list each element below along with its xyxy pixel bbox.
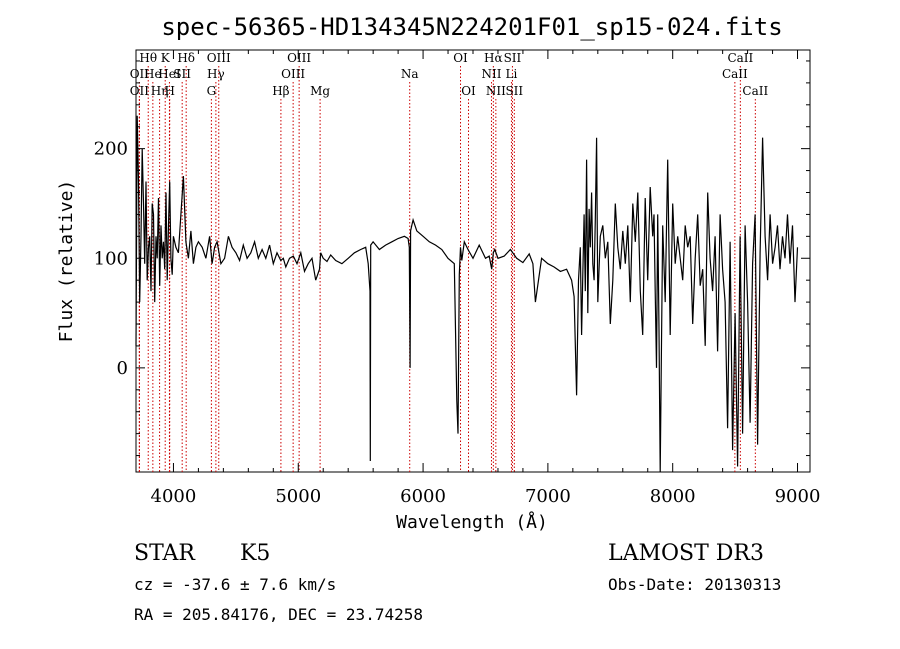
- x-axis-label: Wavelength (Å): [396, 511, 548, 533]
- x-axis-ticks: 4000 5000 6000 7000 8000 9000: [151, 50, 821, 507]
- spectral-line-label: Hδ: [177, 51, 195, 65]
- spectral-line-label: K: [161, 51, 171, 65]
- y-tick-label: 100: [94, 248, 128, 269]
- x-tick-label: 6000: [400, 486, 446, 507]
- spectral-line-label: SII: [173, 67, 191, 81]
- x-tick-label: 5000: [275, 486, 321, 507]
- observation-date: Obs-Date: 20130313: [608, 575, 781, 594]
- spectral-line-label: G: [207, 84, 217, 98]
- spectral-line-label: HeI: [158, 67, 181, 81]
- spectral-line-label: NII: [481, 67, 501, 81]
- spectral-line-label: OII: [130, 84, 150, 98]
- spectral-line-label: OIII: [281, 67, 305, 81]
- spectral-line-label: SII: [504, 51, 522, 65]
- plot-frame: [135, 49, 811, 473]
- spectral-line-label: Hγ: [207, 67, 225, 81]
- spectral-line-label: CaII: [727, 51, 753, 65]
- spectral-line-label: CaII: [742, 84, 768, 98]
- spectral-line-label: NII: [486, 84, 506, 98]
- spectral-line-label: Hη: [151, 84, 169, 98]
- object-class: STAR: [134, 541, 196, 566]
- coordinates-info: RA = 205.84176, DEC = 23.74258: [134, 605, 423, 624]
- object-subclass: K5: [240, 541, 270, 566]
- spectral-line-label: Hα: [484, 51, 503, 65]
- x-tick-label: 8000: [650, 486, 696, 507]
- spectral-line-label: H: [164, 84, 174, 98]
- spectral-line-markers: [138, 66, 756, 472]
- spectral-line-label: OI: [453, 51, 468, 65]
- spectral-line-label: OIII: [287, 51, 311, 65]
- spectral-line-label: OIII: [207, 51, 231, 65]
- spectral-line-label: Hθ: [139, 51, 157, 65]
- x-tick-label: 7000: [525, 486, 571, 507]
- y-tick-label: 200: [94, 139, 128, 160]
- survey-name: LAMOST DR3: [608, 541, 764, 566]
- spectral-line-names: OII OII Hθ He Hη K HeI H SII Hδ G Hγ OIII Hβ OIII OIII M…: [130, 51, 769, 98]
- spectral-line-label: Na: [401, 67, 419, 81]
- spectral-line-label: Mg: [310, 84, 330, 98]
- chart-title: spec-56365-HD134345N224201F01_sp15-024.f…: [161, 13, 782, 41]
- x-tick-label: 4000: [151, 486, 197, 507]
- spectral-line-label: He: [144, 67, 162, 81]
- y-axis-label: Flux (relative): [56, 180, 77, 343]
- redshift-info: cz = -37.6 ± 7.6 km/s: [134, 575, 336, 594]
- spectral-line-label: OI: [461, 84, 476, 98]
- spectral-line-label: Hβ: [272, 84, 289, 98]
- spectral-line-label: Li: [506, 67, 518, 81]
- y-tick-label: 0: [117, 358, 128, 379]
- spectral-line-label: OII: [130, 67, 150, 81]
- y-axis-ticks: 0 100 200: [94, 60, 810, 457]
- x-tick-label: 9000: [775, 486, 821, 507]
- spectral-line-label: CaII: [722, 67, 748, 81]
- spectral-line-label: SII: [505, 84, 523, 98]
- spectrum-series: [135, 115, 799, 473]
